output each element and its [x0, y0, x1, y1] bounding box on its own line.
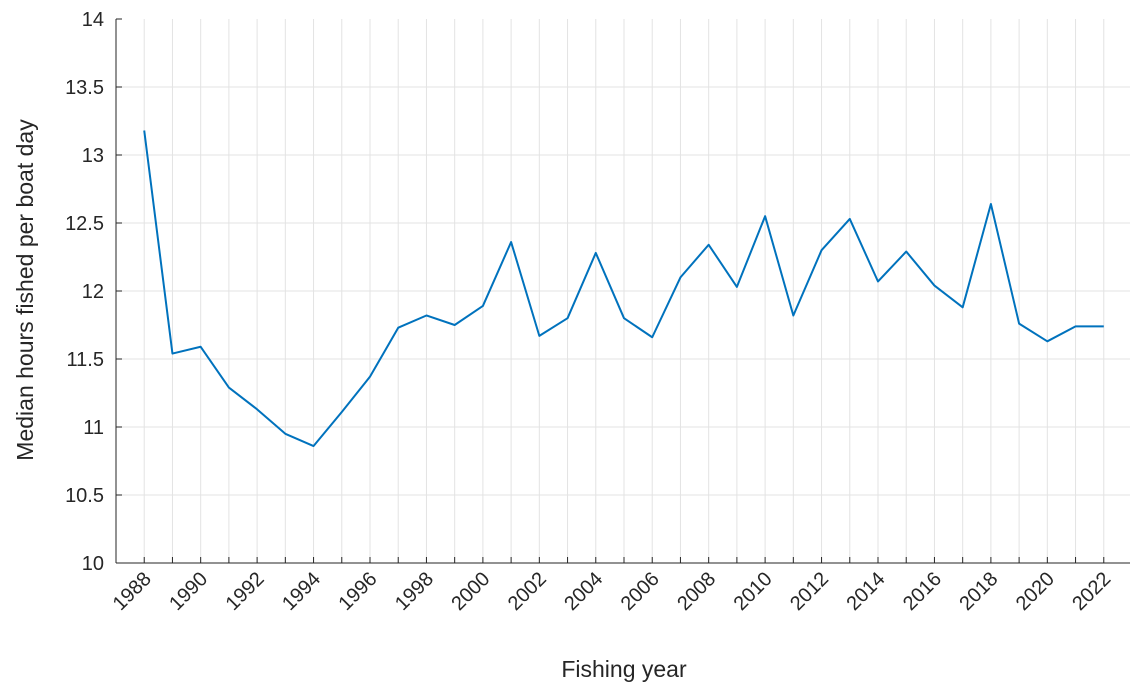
y-tick-label: 11: [83, 417, 104, 439]
series-lines: [143, 130, 1104, 448]
x-tick-label: 2014: [843, 568, 890, 615]
x-tick-label: 1994: [278, 568, 325, 615]
y-tick-label: 14: [82, 9, 104, 31]
y-tick-label: 12.5: [65, 213, 104, 235]
x-tick-label: 1996: [335, 568, 382, 615]
x-tick-label: 1998: [391, 568, 438, 615]
y-tick-label: 10: [82, 553, 104, 575]
x-tick-label: 1990: [165, 568, 212, 615]
y-axis-ticks: 10 10.5 11 11.5 12 12.5 13 13.5 14: [65, 9, 122, 575]
x-tick-label: 2004: [560, 568, 607, 615]
y-axis-title: Median hours fished per boat day: [12, 119, 38, 461]
x-axis-ticks: 1988 1990 1992 1994 1996 1998 2000 2002 2004 2006…: [109, 557, 1115, 615]
grid-lines: [116, 19, 1130, 563]
x-tick-label: 2010: [730, 568, 777, 615]
x-tick-label: 2006: [617, 568, 664, 615]
y-tick-label: 13: [82, 145, 104, 167]
series-line: [143, 130, 1104, 448]
x-tick-label: 2020: [1012, 568, 1059, 615]
y-tick-label: 12: [82, 281, 104, 303]
x-tick-label: 2000: [447, 568, 494, 615]
x-tick-label: 2008: [673, 568, 720, 615]
y-tick-label: 11.5: [67, 349, 104, 371]
x-tick-label: 1992: [222, 568, 269, 615]
y-tick-label: 10.5: [65, 485, 104, 507]
y-tick-label: 13.5: [65, 77, 104, 99]
x-tick-label: 2002: [504, 568, 551, 615]
x-tick-label: 2016: [899, 568, 946, 615]
x-axis-title: Fishing year: [561, 656, 687, 682]
x-tick-label: 2018: [955, 568, 1002, 615]
x-tick-label: 1988: [109, 568, 156, 615]
x-tick-label: 2012: [786, 568, 833, 615]
x-tick-label: 2022: [1068, 568, 1115, 615]
